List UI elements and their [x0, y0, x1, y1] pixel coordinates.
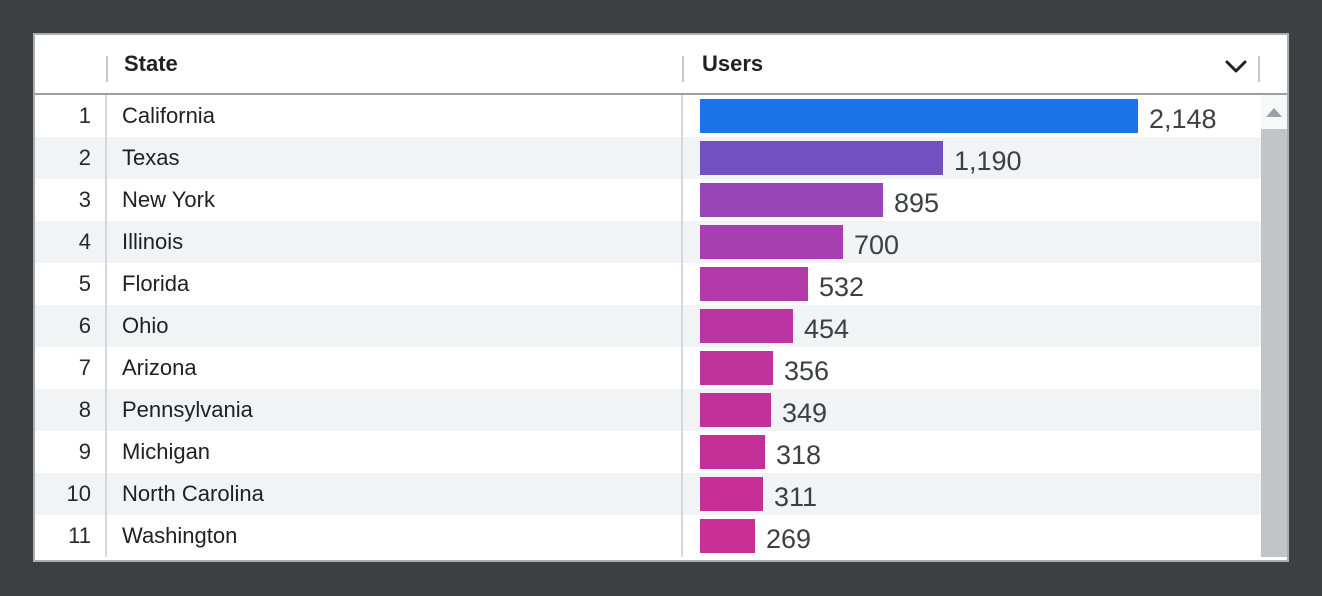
row-rank: 9: [35, 431, 107, 473]
header-divider: [682, 56, 684, 82]
users-value-label: 532: [819, 271, 865, 302]
table-widget-panel: State Users 1 California 2,148 2 Texas 1,190 3…: [33, 33, 1289, 562]
row-state: Pennsylvania: [107, 389, 683, 431]
users-value-label: 311: [774, 481, 818, 512]
users-value-label: 318: [776, 439, 822, 470]
users-value-label: 700: [854, 229, 900, 260]
vertical-scrollbar[interactable]: [1261, 95, 1287, 557]
table-header-row: State Users: [35, 35, 1287, 95]
header-divider: [106, 56, 108, 82]
users-value-label: 356: [784, 355, 830, 386]
scroll-up-arrow-icon: [1266, 107, 1282, 117]
row-users-cell: 318: [683, 431, 1261, 473]
row-users-cell: 349: [683, 389, 1261, 431]
row-users-cell: 356: [683, 347, 1261, 389]
row-users-cell: 1,190: [683, 137, 1261, 179]
users-value-label: 2,148: [1149, 103, 1217, 134]
row-state: California: [107, 95, 683, 137]
row-rank: 1: [35, 95, 107, 137]
row-users-cell: 454: [683, 305, 1261, 347]
scrollbar-up-button[interactable]: [1261, 95, 1287, 129]
row-rank: 7: [35, 347, 107, 389]
users-value-label: 1,190: [954, 145, 1022, 176]
row-state: Washington: [107, 515, 683, 557]
row-users-cell: 269: [683, 515, 1261, 557]
row-rank: 11: [35, 515, 107, 557]
row-users-cell: 2,148: [683, 95, 1261, 137]
table-row: 2 Texas 1,190: [35, 137, 1261, 179]
row-rank: 4: [35, 221, 107, 263]
row-users-cell: 700: [683, 221, 1261, 263]
users-bar: [700, 519, 755, 553]
row-state: Michigan: [107, 431, 683, 473]
users-bar: [700, 141, 943, 175]
row-state: Ohio: [107, 305, 683, 347]
row-rank: 6: [35, 305, 107, 347]
users-bar: [700, 99, 1138, 133]
scrollbar-thumb[interactable]: [1261, 129, 1287, 557]
table-body: 1 California 2,148 2 Texas 1,190 3 New York 895 4…: [35, 95, 1287, 557]
row-rank: 5: [35, 263, 107, 305]
row-state: North Carolina: [107, 473, 683, 515]
table-row: 4 Illinois 700: [35, 221, 1261, 263]
users-bar: [700, 435, 765, 469]
table-row: 11 Washington 269: [35, 515, 1261, 557]
row-rank: 10: [35, 473, 107, 515]
table-row: 1 California 2,148: [35, 95, 1261, 137]
table-row: 10 North Carolina 311: [35, 473, 1261, 515]
chevron-down-icon[interactable]: [1224, 59, 1248, 75]
table-row: 9 Michigan 318: [35, 431, 1261, 473]
row-users-cell: 311: [683, 473, 1261, 515]
users-bar: [700, 267, 808, 301]
users-value-label: 269: [766, 523, 812, 554]
table-row: 6 Ohio 454: [35, 305, 1261, 347]
row-rank: 8: [35, 389, 107, 431]
users-value-label: 349: [782, 397, 828, 428]
users-value-label: 895: [894, 187, 940, 218]
row-state: Florida: [107, 263, 683, 305]
row-state: Arizona: [107, 347, 683, 389]
users-value-label: 454: [804, 313, 850, 344]
users-bar: [700, 393, 771, 427]
row-state: Texas: [107, 137, 683, 179]
column-header-state[interactable]: State: [124, 51, 178, 76]
row-rank: 2: [35, 137, 107, 179]
row-state: Illinois: [107, 221, 683, 263]
table-row: 5 Florida 532: [35, 263, 1261, 305]
row-state: New York: [107, 179, 683, 221]
table-rows-container: 1 California 2,148 2 Texas 1,190 3 New York 895 4…: [35, 95, 1261, 557]
users-bar: [700, 309, 793, 343]
table-row: 7 Arizona 356: [35, 347, 1261, 389]
table-row: 3 New York 895: [35, 179, 1261, 221]
header-divider: [1258, 56, 1260, 82]
users-bar: [700, 351, 773, 385]
row-rank: 3: [35, 179, 107, 221]
users-bar: [700, 183, 883, 217]
column-header-users[interactable]: Users: [702, 51, 764, 76]
users-bar: [700, 225, 843, 259]
table-row: 8 Pennsylvania 349: [35, 389, 1261, 431]
users-bar: [700, 477, 763, 511]
row-users-cell: 895: [683, 179, 1261, 221]
row-users-cell: 532: [683, 263, 1261, 305]
